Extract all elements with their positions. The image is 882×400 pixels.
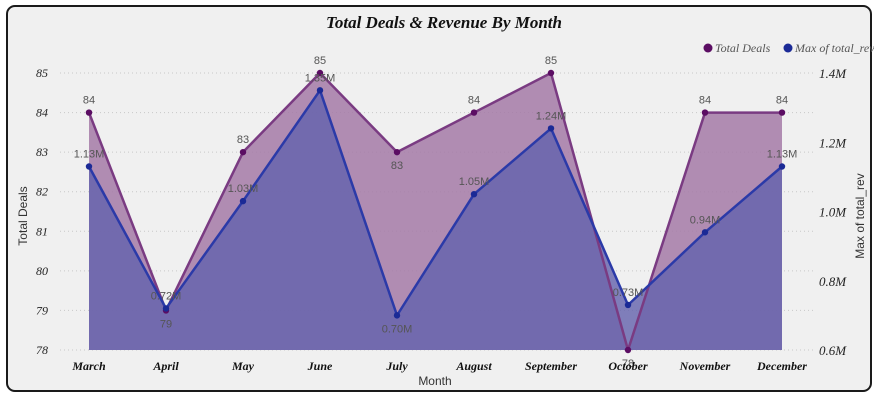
revenue-data-label: 1.35M [305,72,336,84]
x-tick-label: July [385,359,408,373]
chart-svg: Total Deals & Revenue By Month 84 79 83 85 8… [16,13,874,388]
x-tick-label: June [307,359,333,373]
legend-label: Max of total_rev [794,41,874,55]
revenue-data-label: 1.03M [228,183,259,195]
total-deals-point [239,148,247,156]
x-tick-label: May [231,359,255,373]
x-tick-label: October [608,359,648,373]
y-left-tick-label: 84 [36,106,48,120]
total-deals-point [778,109,786,116]
y-right-tick-label: 1.2M [819,135,847,150]
revenue-point [701,229,709,236]
total-deals-data-label: 84 [699,95,711,107]
y-left-tick-label: 82 [36,185,48,199]
total-deals-data-label: 84 [83,95,95,107]
total-deals-point [624,346,632,354]
total-deals-line [87,71,782,352]
y-left-tick-label: 79 [36,303,48,317]
revenue-point [778,163,786,170]
revenue-point [85,163,93,170]
revenue-data-label: 1.24M [536,110,567,122]
chart-title: Total Deals & Revenue By Month [326,13,562,32]
y-right-tick-label: 0.8M [819,274,847,289]
y-right-axis-title: Max of total_rev [853,173,867,258]
revenue-point [624,301,632,309]
legend-label: Total Deals [715,41,771,55]
y-right-tick-label: 1.4M [819,66,847,81]
total-deals-data-label: 85 [314,55,326,67]
x-tick-label: November [679,359,731,373]
chart-card: Total Deals & Revenue By Month 84 79 83 85 8… [6,5,874,392]
x-tick-label: March [71,359,106,373]
revenue-point [393,312,401,319]
x-tick-label: August [455,359,492,373]
legend-marker [703,43,713,53]
total-deals-data-label: 85 [545,55,557,67]
total-deals-data-label: 83 [391,160,403,172]
revenue-line [87,89,783,317]
revenue-data-label: 1.13M [767,148,798,160]
x-tick-label: December [756,359,807,373]
revenue-data-label: 0.94M [690,214,721,226]
revenue-point [547,125,555,132]
y-left-tick-label: 83 [36,145,48,159]
y-right-tick-label: 0.6M [819,343,847,358]
total-deals-data-label: 84 [468,95,480,107]
total-deals-data-label: 79 [160,318,172,330]
total-deals-point [470,109,478,116]
total-deals-data-label: 83 [237,134,249,146]
y-left-axis-title: Total Deals [16,186,30,245]
total-deals-point [85,109,93,116]
y-right-tick-label: 1.0M [819,205,847,220]
y-left-tick-label: 80 [36,264,48,278]
revenue-point [316,87,324,94]
revenue-point [162,305,170,312]
y-left-tick-label: 85 [36,66,48,80]
revenue-data-label: 0.73M [613,287,644,299]
revenue-data-label: 1.13M [74,148,105,160]
revenue-data-label: 1.05M [459,176,490,188]
legend-marker [783,43,793,53]
revenue-data-label: 0.72M [151,290,182,302]
total-deals-point [393,148,401,156]
total-deals-point [701,109,709,116]
total-deals-data-label: 78 [622,358,634,370]
total-deals-point [316,69,324,77]
total-deals-data-label: 84 [776,95,788,107]
revenue-point [470,190,478,198]
x-axis-title: Month [418,374,451,388]
y-left-tick-label: 78 [36,343,48,357]
total-deals-point [547,69,555,77]
x-tick-label: April [152,359,179,373]
y-left-tick-label: 81 [36,224,48,238]
revenue-point [239,197,247,205]
x-tick-label: September [525,359,577,373]
revenue-data-label: 0.70M [382,323,413,335]
